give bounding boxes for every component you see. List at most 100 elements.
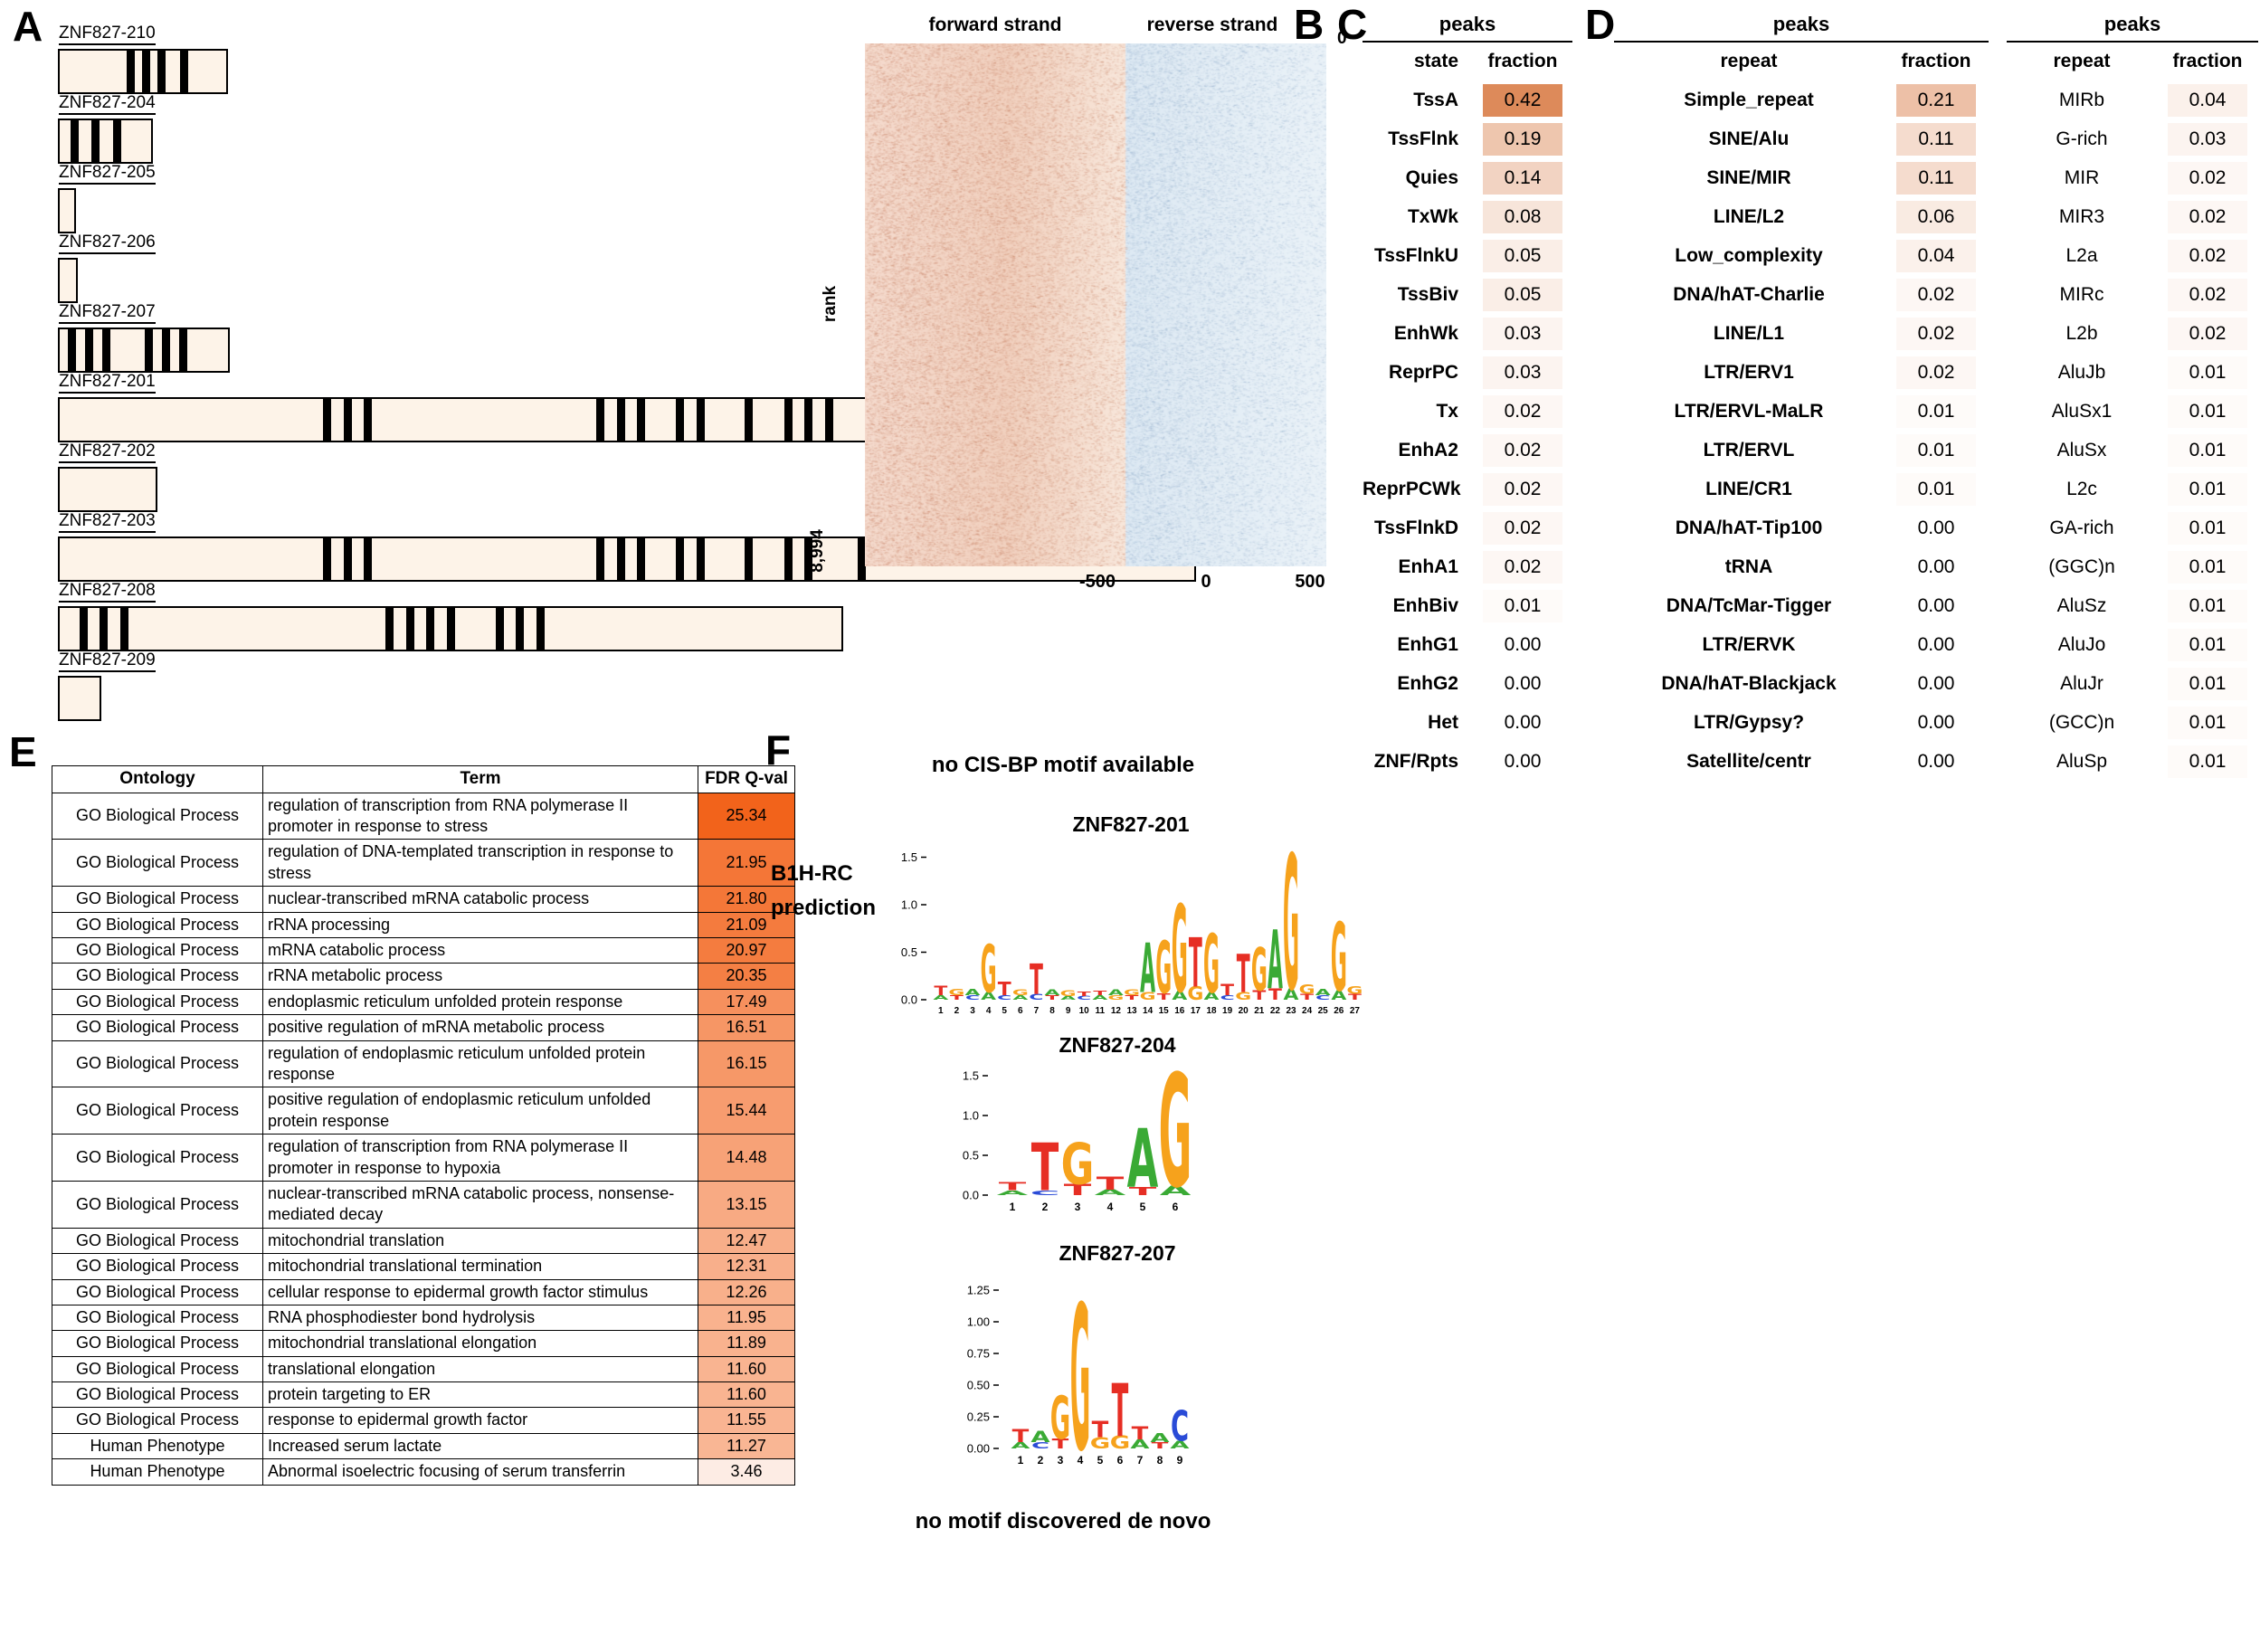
logo-title: ZNF827-207 <box>909 1241 1325 1266</box>
e-ontology: GO Biological Process <box>52 1135 263 1182</box>
e-fdr-value: 11.60 <box>698 1382 795 1408</box>
svg-text:G: G <box>1346 985 1363 997</box>
zinc-finger-bar <box>323 538 331 580</box>
peaks-row-fraction: 0.00 <box>1483 745 1562 778</box>
go-term-row: GO Biological Process RNA phosphodiester … <box>52 1305 795 1330</box>
peaks-row-name: TssBiv <box>1363 284 1473 306</box>
peaks-row-name: EnhA1 <box>1363 556 1473 578</box>
e-term: protein targeting to ER <box>263 1382 698 1408</box>
peaks-row: AluSx1 0.01 <box>2007 392 2258 431</box>
peaks-row-fraction: 0.04 <box>2168 84 2247 117</box>
peaks-row: AluSx 0.01 <box>2007 431 2258 470</box>
e-fdr-value: 14.48 <box>698 1135 795 1182</box>
svg-text:27: 27 <box>1350 1006 1361 1016</box>
svg-text:7: 7 <box>1137 1454 1144 1467</box>
peaks-row-name: TssA <box>1363 90 1473 111</box>
zinc-finger-bar <box>496 608 504 650</box>
x-tick-500: 500 <box>1283 572 1337 593</box>
e-ontology: Human Phenotype <box>52 1433 263 1458</box>
svg-text:12: 12 <box>1111 1006 1122 1016</box>
peaks-row-name: TssFlnkU <box>1363 245 1473 267</box>
svg-text:0.5: 0.5 <box>963 1149 979 1163</box>
repeat-family-peaks-table: peaks repeat fraction Simple_repeat 0.21 SINE… <box>1614 13 1989 781</box>
logo-znf827-201: ZNF827-201 0.0 0.5 1.0 1.5 A T 1 T G 2 C A 3 A G 4 C T 5 A G 6… <box>891 812 1371 1038</box>
e-term: positive regulation of mRNA metabolic pr… <box>263 1015 698 1040</box>
zinc-finger-bar <box>80 608 88 650</box>
e-ontology: GO Biological Process <box>52 1382 263 1408</box>
peaks-row-fraction: 0.01 <box>2168 356 2247 389</box>
peaks-row: LTR/Gypsy? 0.00 <box>1614 703 1989 742</box>
peaks-row: Low_complexity 0.04 <box>1614 236 1989 275</box>
logo-plot: 0.000.250.500.751.001.25AT1CA2TG3 G4GT5GT… <box>909 1267 1325 1489</box>
svg-text:9: 9 <box>1066 1006 1071 1016</box>
peaks-row-name: LTR/Gypsy? <box>1614 712 1884 734</box>
e-term: response to epidermal growth factor <box>263 1408 698 1433</box>
e-fdr-value: 13.15 <box>698 1181 795 1228</box>
svg-text:A: A <box>1127 1112 1159 1207</box>
peaks-row-name: ReprPCWk <box>1363 479 1473 500</box>
peaks-row-fraction: 0.00 <box>1896 512 1976 545</box>
peaks-row-fraction: 0.02 <box>1483 395 1562 428</box>
zinc-finger-bar <box>637 399 645 441</box>
svg-text:4: 4 <box>1078 1454 1084 1467</box>
peaks-row-name: Het <box>1363 712 1473 734</box>
peaks-row: ReprPCWk 0.02 <box>1363 470 1572 508</box>
svg-text:G: G <box>1060 989 1077 998</box>
peaks-row-fraction: 0.02 <box>2168 318 2247 350</box>
e-fdr-value: 11.95 <box>698 1305 795 1330</box>
peaks-row-fraction: 0.01 <box>2168 512 2247 545</box>
peaks-row-fraction: 0.01 <box>2168 590 2247 622</box>
svg-text:0.75: 0.75 <box>967 1347 990 1361</box>
peaks-row: L2b 0.02 <box>2007 314 2258 353</box>
peaks-row-fraction: 0.03 <box>1483 318 1562 350</box>
svg-text:13: 13 <box>1126 1006 1137 1016</box>
svg-text:9: 9 <box>1177 1454 1183 1467</box>
isoform-name: ZNF827-209 <box>59 650 156 672</box>
svg-text:23: 23 <box>1286 1006 1296 1016</box>
peaks-row-name: Simple_repeat <box>1614 90 1884 111</box>
peaks-row: ReprPC 0.03 <box>1363 353 1572 392</box>
peaks-row-fraction: 0.02 <box>1896 279 1976 311</box>
svg-text:11: 11 <box>1096 1006 1106 1016</box>
zinc-finger-bar <box>447 608 455 650</box>
zinc-finger-bar <box>745 399 753 441</box>
peaks-row-fraction: 0.02 <box>1896 356 1976 389</box>
zinc-finger-bar <box>426 608 434 650</box>
svg-text:3: 3 <box>1058 1454 1064 1467</box>
svg-text:1.5: 1.5 <box>901 850 917 864</box>
svg-text:0.25: 0.25 <box>967 1410 990 1424</box>
svg-text:G: G <box>948 987 964 998</box>
svg-text:T: T <box>999 1181 1027 1193</box>
peaks-row: L2c 0.01 <box>2007 470 2258 508</box>
go-term-row: GO Biological Process mRNA catabolic proc… <box>52 938 795 964</box>
go-term-row: GO Biological Process regulation of endop… <box>52 1040 795 1087</box>
e-ontology: GO Biological Process <box>52 1181 263 1228</box>
e-fdr-value: 20.35 <box>698 964 795 989</box>
go-term-row: GO Biological Process positive regulation… <box>52 1015 795 1040</box>
peaks-row: MIRc 0.02 <box>2007 275 2258 314</box>
e-term: RNA phosphodiester bond hydrolysis <box>263 1305 698 1330</box>
svg-text:5: 5 <box>1002 1006 1007 1016</box>
peaks-row: TxWk 0.08 <box>1363 197 1572 236</box>
svg-text:G: G <box>1124 988 1140 997</box>
e-term: regulation of transcription from RNA pol… <box>263 1135 698 1182</box>
isoform-body <box>58 49 228 94</box>
svg-text:3: 3 <box>1075 1201 1081 1213</box>
peaks-row: EnhWk 0.03 <box>1363 314 1572 353</box>
peaks-row: Het 0.00 <box>1363 703 1572 742</box>
go-term-row: Human Phenotype Abnormal isoelectric focu… <box>52 1459 795 1485</box>
logo-znf827-204: ZNF827-204 0.0 0.5 1.0 1.5 A T 1 C T 2 T G 3 A T 4 T A 5 A G 6 <box>909 1033 1325 1231</box>
e-term: regulation of DNA-templated transcriptio… <box>263 840 698 887</box>
svg-text:T: T <box>1237 945 1250 1005</box>
peaks-row-name: SINE/MIR <box>1614 167 1884 189</box>
isoform-body <box>58 188 76 233</box>
svg-text:A: A <box>1030 1429 1050 1447</box>
peaks-row: EnhA1 0.02 <box>1363 547 1572 586</box>
svg-text:T: T <box>1012 1426 1030 1447</box>
peaks-row-name: LINE/CR1 <box>1614 479 1884 500</box>
zinc-finger-bar <box>784 538 793 580</box>
e-ontology: GO Biological Process <box>52 964 263 989</box>
svg-text:T: T <box>1132 1423 1149 1444</box>
svg-text:0.50: 0.50 <box>967 1379 990 1392</box>
peaks-row: G-rich 0.03 <box>2007 119 2258 158</box>
